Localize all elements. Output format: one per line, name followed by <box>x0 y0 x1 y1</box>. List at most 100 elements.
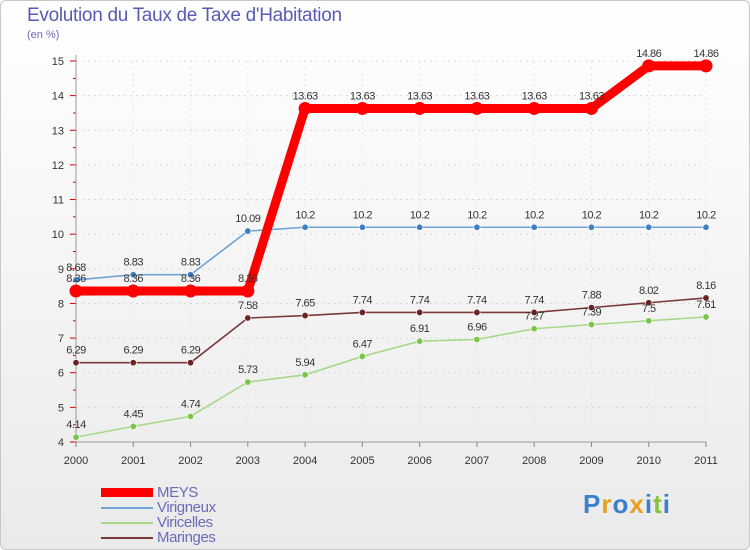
data-point-meys <box>355 101 369 115</box>
data-point-meys <box>699 59 713 73</box>
data-label-meys: 13.63 <box>579 90 604 102</box>
data-point-maringes <box>702 294 710 302</box>
data-point-virigneux <box>358 223 366 231</box>
data-point-virigneux <box>244 227 252 235</box>
data-point-maringes <box>473 308 481 316</box>
data-label-virigneux: 8.83 <box>181 257 201 269</box>
data-label-maringes: 7.74 <box>353 294 373 306</box>
x-tick-label: 2005 <box>350 455 374 467</box>
logo-letter: i <box>644 489 654 519</box>
y-tick-label: 4 <box>58 437 64 449</box>
legend-label-viricelles: Viricelles <box>157 514 213 531</box>
data-label-maringes: 6.29 <box>181 345 201 357</box>
x-tick-label: 2001 <box>121 455 145 467</box>
x-tick-label: 2008 <box>522 455 546 467</box>
y-tick-label: 6 <box>58 368 64 380</box>
grid-layer <box>75 60 707 443</box>
legend-item-viricelles: Viricelles <box>101 515 216 530</box>
data-label-viricelles: 7.5 <box>642 303 656 315</box>
data-label-virigneux: 10.2 <box>353 209 373 221</box>
y-tick-label: 8 <box>58 298 64 310</box>
logo-letter: o <box>612 489 630 519</box>
data-point-maringes <box>301 312 309 320</box>
data-point-virigneux <box>530 223 538 231</box>
data-point-maringes <box>416 308 424 316</box>
data-label-meys: 14.86 <box>693 48 718 60</box>
x-tick-label: 2003 <box>236 455 260 467</box>
data-point-maringes <box>358 308 366 316</box>
data-label-meys: 8.36 <box>124 273 144 285</box>
series-layer <box>69 59 713 441</box>
y-tick-label: 12 <box>52 160 64 172</box>
y-tick-label: 7 <box>58 333 64 345</box>
data-label-viricelles: 7.39 <box>582 307 602 319</box>
legend-item-meys: MEYS <box>101 485 216 500</box>
y-tick-label: 13 <box>52 125 64 137</box>
data-point-meys <box>413 101 427 115</box>
legend-label-maringes: Maringes <box>157 529 216 546</box>
axes-layer: 4 5 6 7 8 9 10 11 12 13 14 15 2000 2001 2002 2003 2004 20… <box>52 55 718 467</box>
data-point-meys <box>241 284 255 298</box>
data-label-virigneux: 8.68 <box>66 262 86 274</box>
x-tick-label: 2004 <box>293 455 317 467</box>
logo-letter: x <box>629 489 645 519</box>
data-point-virigneux <box>416 223 424 231</box>
data-point-virigneux <box>702 223 710 231</box>
x-tick-label: 2000 <box>64 455 88 467</box>
y-tick-label: 11 <box>53 195 64 207</box>
data-point-meys <box>69 284 83 298</box>
data-label-meys: 13.63 <box>293 90 318 102</box>
legend-swatch-maringes <box>101 536 153 539</box>
data-label-virigneux: 10.2 <box>582 209 602 221</box>
data-label-maringes: 7.74 <box>467 294 487 306</box>
data-label-viricelles: 6.96 <box>467 321 487 333</box>
series-line-maringes <box>75 297 707 364</box>
data-labels-layer: 8.68 8.83 8.83 10.09 10.2 10.2 10.2 10.2 10.2 10.… <box>66 48 719 431</box>
data-point-meys <box>470 101 484 115</box>
legend: MEYS Virigneux Viricelles Maringes <box>101 485 216 545</box>
chart-subtitle: (en %) <box>27 29 60 41</box>
y-tick-label: 15 <box>52 56 64 68</box>
data-point-maringes <box>645 299 653 307</box>
data-label-maringes: 7.88 <box>582 290 602 302</box>
data-label-viricelles: 4.74 <box>181 398 201 410</box>
x-tick-label: 2009 <box>579 455 603 467</box>
data-label-meys: 8.36 <box>66 273 86 285</box>
x-tick-label: 2010 <box>636 455 660 467</box>
chart-title: Evolution du Taux de Taxe d'Habitation <box>27 5 342 26</box>
data-point-maringes <box>187 359 195 367</box>
logo-letter: t <box>653 489 663 519</box>
data-label-maringes: 7.58 <box>238 300 258 312</box>
data-point-maringes <box>587 304 595 312</box>
data-point-meys <box>184 284 198 298</box>
data-label-virigneux: 8.83 <box>124 257 144 269</box>
data-point-viricelles <box>416 337 424 345</box>
data-label-virigneux: 10.2 <box>524 209 544 221</box>
data-point-meys <box>126 284 140 298</box>
legend-label-meys: MEYS <box>157 484 198 501</box>
series-line-meys <box>71 61 711 296</box>
legend-swatch-virigneux <box>101 506 153 509</box>
data-point-viricelles <box>244 378 252 386</box>
logo-letter: P <box>583 489 602 519</box>
data-point-meys <box>298 101 312 115</box>
data-label-virigneux: 10.2 <box>696 209 716 221</box>
data-label-meys: 8.36 <box>238 273 258 285</box>
data-point-virigneux <box>301 223 309 231</box>
legend-label-virigneux: Virigneux <box>157 499 216 516</box>
data-point-viricelles <box>702 313 710 321</box>
data-label-maringes: 7.74 <box>524 294 544 306</box>
data-point-viricelles <box>301 371 309 379</box>
data-label-virigneux: 10.2 <box>639 209 659 221</box>
data-label-virigneux: 10.2 <box>467 209 487 221</box>
data-label-viricelles: 4.14 <box>66 419 86 431</box>
data-point-virigneux <box>645 223 653 231</box>
legend-item-maringes: Maringes <box>101 530 216 545</box>
data-label-viricelles: 7.61 <box>696 299 716 311</box>
data-label-maringes: 8.02 <box>639 285 659 297</box>
data-point-maringes <box>129 359 137 367</box>
legend-item-virigneux: Virigneux <box>101 500 216 515</box>
data-point-virigneux <box>587 223 595 231</box>
data-label-meys: 14.86 <box>636 48 661 60</box>
data-point-viricelles <box>129 422 137 430</box>
